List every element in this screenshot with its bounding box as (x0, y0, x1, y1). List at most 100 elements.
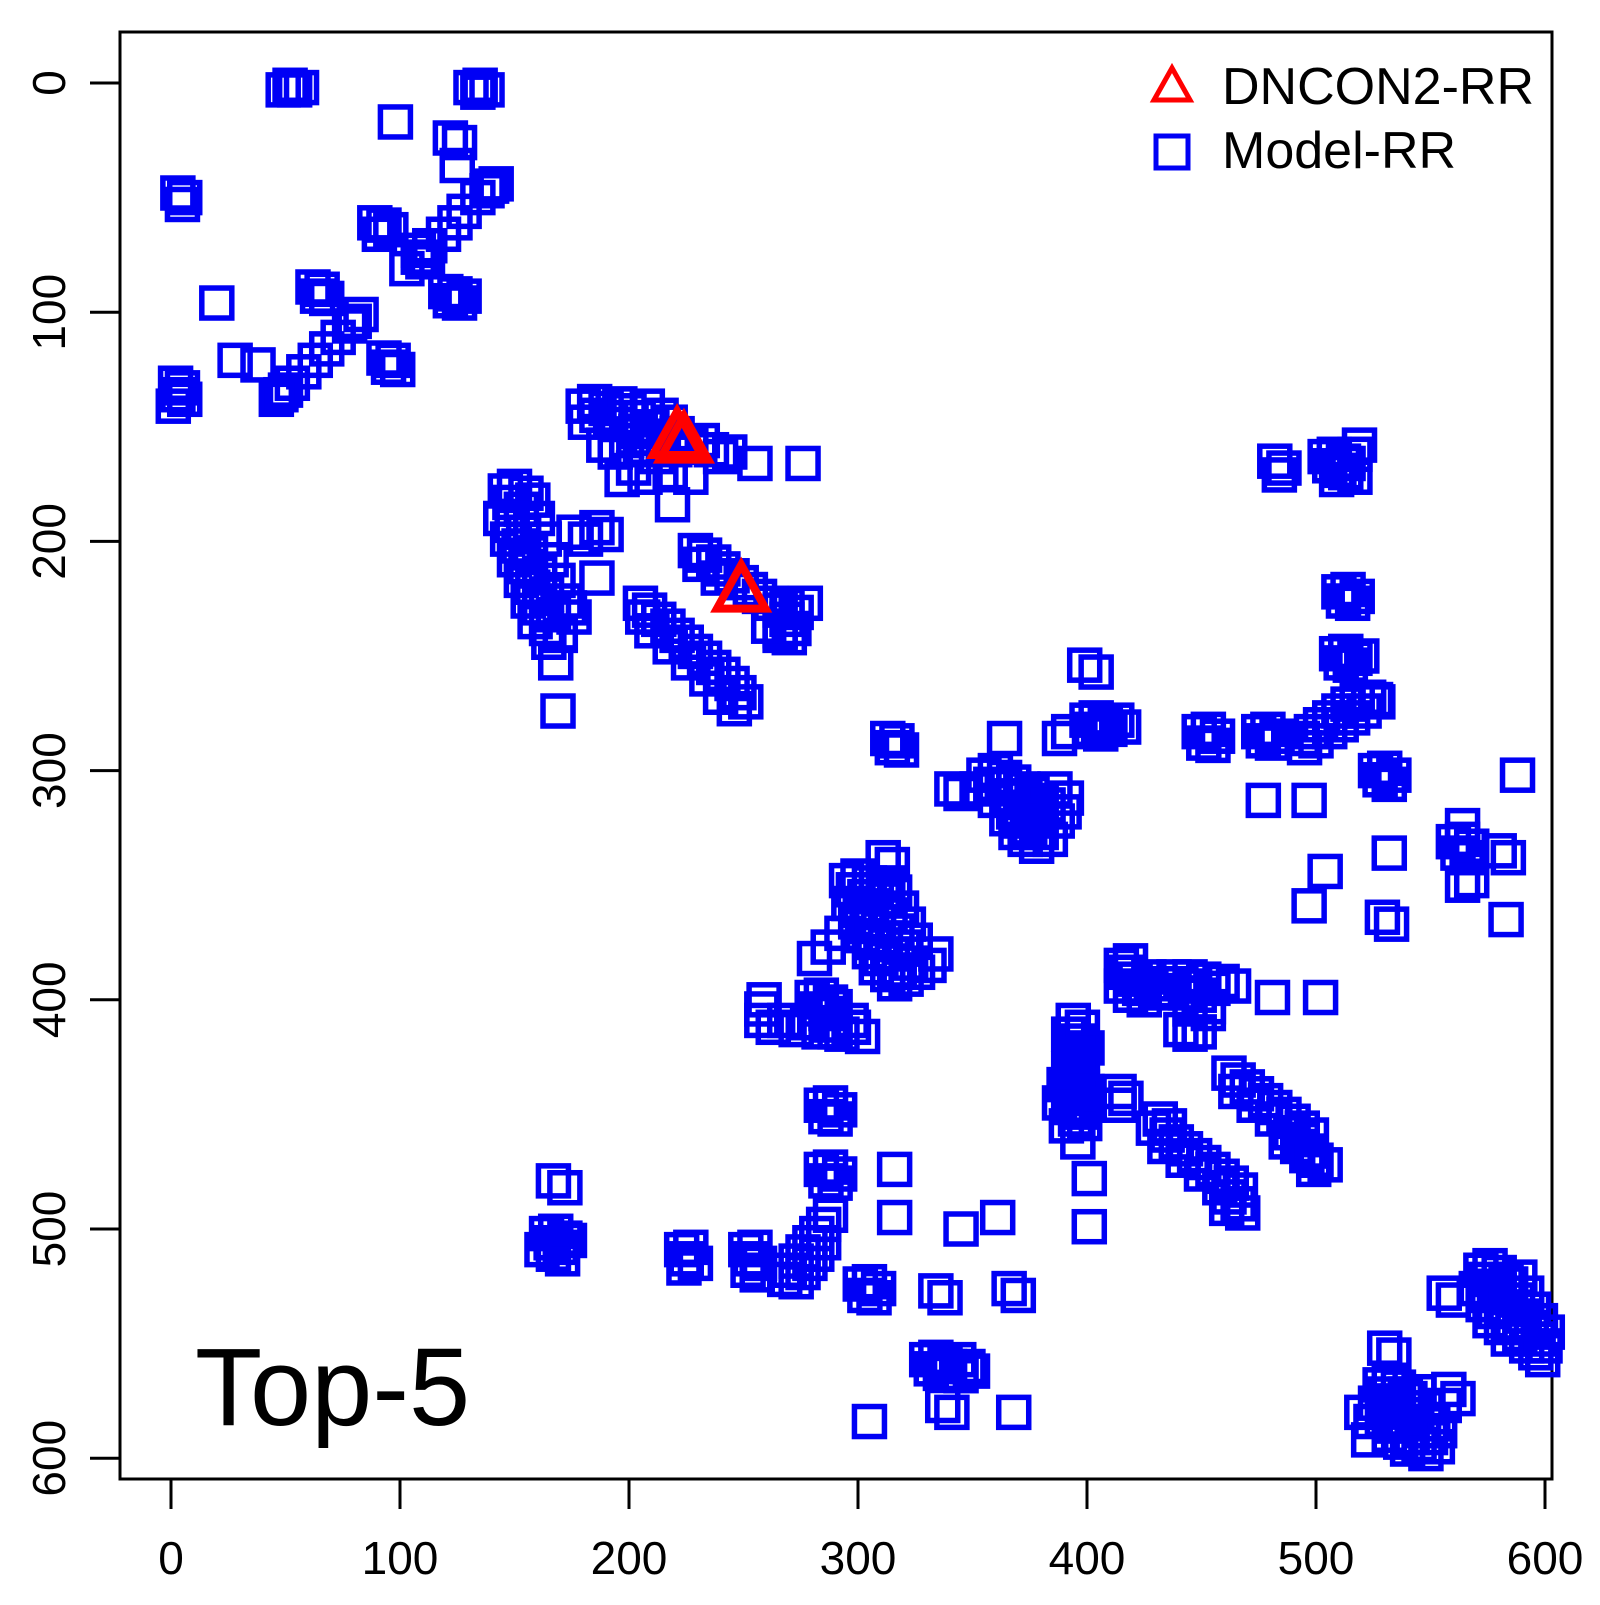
model-rr-point (1101, 1087, 1137, 1123)
legend-triangle-icon (1149, 62, 1195, 103)
model-rr-point (1007, 821, 1043, 858)
model-rr-point (1099, 702, 1135, 738)
model-rr-point (469, 172, 505, 209)
model-rr-point (1341, 427, 1378, 463)
model-rr-point (627, 459, 663, 495)
model-rr-point (366, 207, 402, 243)
model-rr-point (1371, 766, 1408, 803)
model-rr-point (441, 285, 478, 321)
model-rr-point (924, 1387, 961, 1424)
model-rr-point (666, 1250, 702, 1286)
y-axis-tick-label: 300 (23, 732, 75, 809)
model-rr-point (1488, 901, 1524, 938)
model-rr-point (567, 521, 604, 557)
model-rr-point (1332, 647, 1369, 683)
model-rr-point (755, 1009, 792, 1046)
model-rr-point (1066, 1105, 1103, 1142)
model-rr-point (160, 175, 196, 211)
model-rr-point (730, 1252, 766, 1289)
x-axis-tick-label: 400 (1049, 1532, 1126, 1584)
model-rr-point (377, 104, 414, 140)
model-rr-point (762, 617, 798, 654)
model-rr-point (1318, 461, 1355, 498)
model-rr-point (460, 74, 496, 110)
y-axis-tick-label: 500 (23, 1191, 75, 1268)
model-rr-point (654, 486, 691, 523)
model-rr-point (844, 1018, 881, 1055)
model-rr-point (1195, 970, 1231, 1007)
model-rr-point (1254, 979, 1291, 1016)
model-rr-point (263, 376, 299, 413)
model-rr-point (1307, 1147, 1343, 1183)
model-rr-point (1048, 780, 1085, 816)
model-rr-point (267, 372, 304, 408)
model-rr-point (918, 936, 954, 972)
model-rr-point (1041, 720, 1078, 757)
model-rr-point (778, 1011, 814, 1048)
model-rr-point (579, 509, 615, 546)
model-rr-point (876, 1151, 913, 1188)
model-rr-point (1362, 762, 1398, 798)
dncon2-rr-point (710, 556, 773, 613)
model-rr-point (785, 445, 821, 482)
model-rr-point (537, 645, 574, 681)
model-rr-point (308, 331, 345, 367)
model-rr-point (1444, 867, 1481, 903)
model-rr-point (716, 690, 753, 727)
model-rr-point (712, 434, 748, 470)
model-rr-point (1037, 771, 1073, 807)
model-rr-point (1078, 654, 1114, 690)
model-rr-point (373, 211, 409, 248)
model-rr-point (343, 296, 379, 333)
model-rr-point (1163, 1011, 1199, 1048)
model-rr-point (934, 1394, 970, 1431)
model-rr-point (856, 1280, 892, 1316)
model-rr-point (1357, 681, 1394, 718)
model-rr-point (1220, 1186, 1256, 1222)
model-rr-point (943, 1211, 979, 1247)
model-rr-point (379, 351, 416, 388)
model-rr-point (1286, 729, 1323, 766)
model-rr-point (801, 1014, 837, 1050)
model-rr-point (272, 67, 308, 104)
model-rr-point (615, 450, 652, 486)
model-rr-point (1499, 757, 1536, 793)
model-rr-point (1371, 835, 1408, 871)
legend-label-model: Model-RR (1222, 122, 1456, 180)
model-rr-point (876, 966, 913, 1002)
model-rr-point (439, 147, 475, 184)
model-rr-point (1344, 638, 1380, 674)
model-rr-point (986, 720, 1023, 757)
model-rr-point (1298, 723, 1334, 759)
model-rr-point (883, 732, 920, 768)
model-rr-point (1419, 1428, 1456, 1465)
model-rr-point (446, 193, 482, 230)
model-rr-point (320, 319, 356, 356)
model-rr-point (240, 347, 276, 383)
model-rr-point (1245, 782, 1282, 819)
model-rr-point (817, 1101, 853, 1137)
model-rr-point (375, 342, 411, 379)
model-rr-point (1373, 906, 1410, 942)
model-rr-point (796, 940, 833, 977)
y-axis-tick-label: 100 (23, 274, 75, 351)
model-rr-point (785, 1254, 821, 1291)
x-axis-tick-label: 100 (362, 1532, 439, 1584)
model-rr-point (1172, 991, 1208, 1027)
model-rr-point (164, 186, 201, 223)
model-rr-point (1071, 1160, 1108, 1197)
model-rr-point (876, 1199, 913, 1236)
model-rr-point (835, 1009, 872, 1046)
model-rr-point (728, 684, 764, 720)
model-rr-point (1364, 899, 1401, 936)
model-rr-point (899, 954, 936, 991)
model-rr-point (361, 216, 398, 253)
model-rr-point (160, 376, 196, 413)
model-rr-point (851, 1403, 888, 1440)
model-rr-point (297, 342, 334, 379)
model-rr-point (217, 342, 253, 379)
model-rr-point (547, 1169, 583, 1206)
model-rr-point (1302, 979, 1339, 1016)
model-rr-point (586, 427, 622, 463)
